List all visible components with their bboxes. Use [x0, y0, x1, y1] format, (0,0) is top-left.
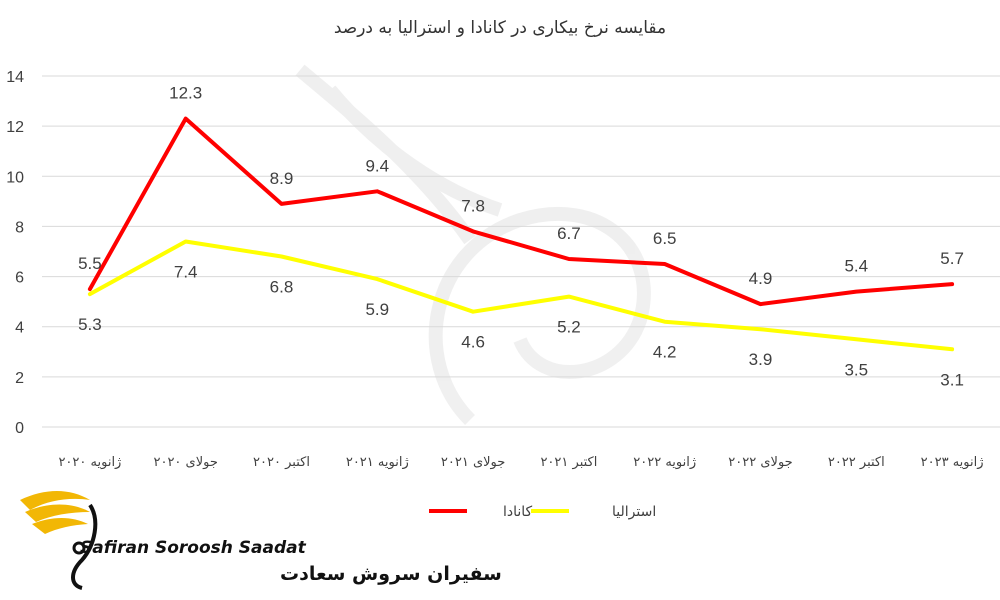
x-tick-label: جولای ۲۰۲۱	[441, 455, 505, 470]
data-label-australia: 6.8	[270, 278, 294, 297]
data-label-canada: 5.4	[844, 257, 868, 276]
y-tick-label: 2	[15, 370, 24, 387]
y-tick-label: 4	[15, 320, 24, 337]
y-tick-label: 10	[6, 169, 24, 186]
data-label-australia: 4.6	[461, 333, 485, 352]
data-label-australia: 3.1	[940, 370, 964, 389]
data-label-canada: 6.5	[653, 229, 677, 248]
y-tick-label: 14	[6, 69, 24, 86]
data-label-australia: 3.9	[749, 350, 773, 369]
legend-label-australia: استرالیا	[612, 504, 656, 520]
company-logo: Safiran Soroosh Saadat سفیران سروش سعادت	[20, 491, 502, 590]
x-tick-label: اکتبر ۲۰۲۲	[828, 455, 885, 470]
data-label-canada: 5.5	[78, 254, 102, 273]
x-tick-label: اکتبر ۲۰۲۱	[540, 455, 597, 470]
y-axis: 0 2 4 6 8 10 12 14	[6, 69, 24, 437]
series-lines	[87, 116, 955, 352]
x-axis: ژانویه ۲۰۲۰ جولای ۲۰۲۰ اکتبر ۲۰۲۰ ژانویه ۲۰…	[58, 455, 983, 470]
series-line-australia	[87, 239, 955, 352]
x-tick-label: ژانویه ۲۰۲۳	[921, 455, 984, 470]
x-tick-label: جولای ۲۰۲۰	[153, 455, 217, 470]
data-label-australia: 7.4	[174, 262, 198, 281]
x-tick-label: جولای ۲۰۲۲	[728, 455, 792, 470]
data-label-australia: 5.9	[365, 300, 389, 319]
data-label-australia: 3.5	[844, 360, 868, 379]
gridlines	[42, 75, 1000, 428]
x-tick-label: اکتبر ۲۰۲۰	[253, 455, 310, 470]
data-label-canada: 9.4	[365, 156, 389, 175]
data-label-canada: 7.8	[461, 196, 485, 215]
x-tick-label: ژانویه ۲۰۲۲	[633, 455, 696, 470]
logo-text-english: Safiran Soroosh Saadat	[80, 538, 307, 558]
data-label-australia: 5.2	[557, 318, 581, 337]
y-tick-label: 8	[15, 219, 24, 236]
data-label-australia: 5.3	[78, 315, 102, 334]
logo-wing-icon	[20, 491, 90, 510]
y-tick-label: 6	[15, 270, 24, 287]
x-tick-label: ژانویه ۲۰۲۱	[346, 455, 409, 470]
data-label-australia: 4.2	[653, 343, 677, 362]
y-tick-label: 12	[6, 119, 24, 136]
data-label-canada: 8.9	[270, 169, 294, 188]
data-label-canada: 12.3	[169, 84, 202, 103]
data-label-canada: 5.7	[940, 249, 964, 268]
watermark-swan	[295, 64, 651, 425]
legend: کانادا استرالیا	[429, 504, 656, 520]
series-line-canada	[87, 116, 955, 307]
legend-label-canada: کانادا	[503, 504, 533, 520]
x-tick-label: ژانویه ۲۰۲۰	[58, 455, 121, 470]
data-label-canada: 6.7	[557, 224, 581, 243]
chart-title: مقایسه نرخ بیکاری در کانادا و استرالیا ب…	[334, 18, 666, 38]
y-tick-label: 0	[15, 420, 24, 437]
data-labels: 5.5 12.3 8.9 9.4 7.8 6.7 6.5 4.9 5.4 5.7 5.3 7.4 6.8…	[78, 84, 964, 390]
logo-text-persian: سفیران سروش سعادت	[280, 563, 502, 585]
data-label-canada: 4.9	[749, 269, 773, 288]
